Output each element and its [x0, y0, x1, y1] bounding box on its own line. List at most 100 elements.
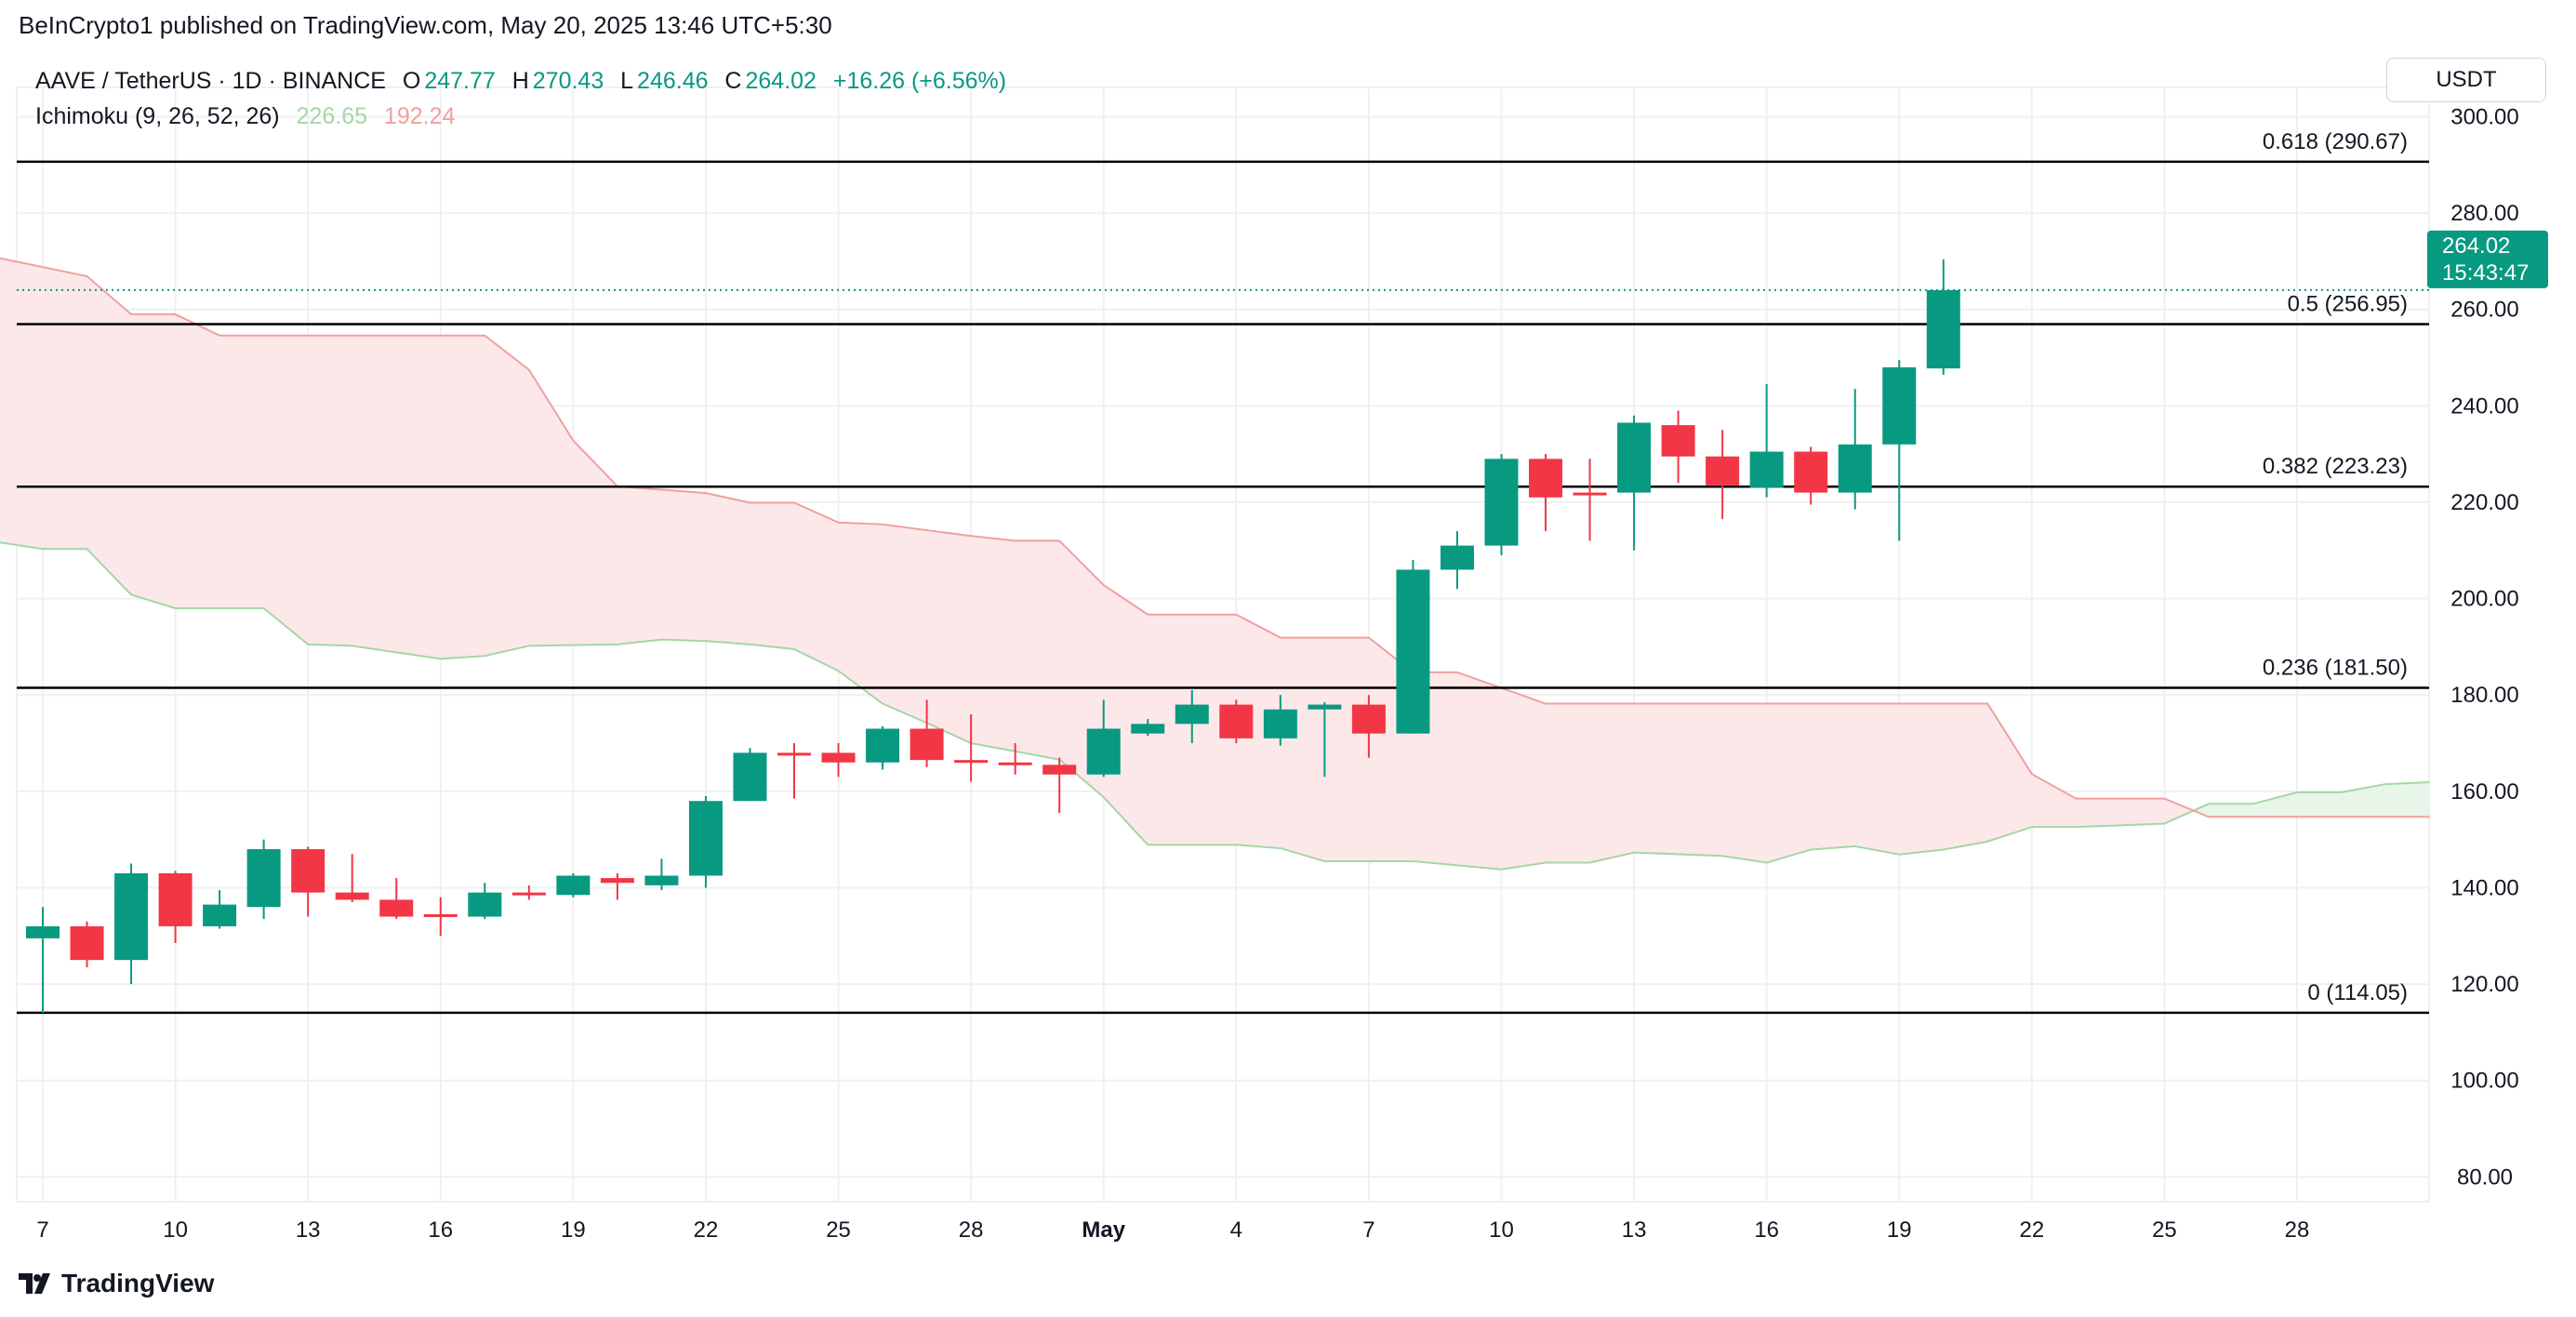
candle-body — [291, 849, 325, 893]
candle — [203, 890, 237, 929]
cloud-fill-segment — [186, 319, 198, 609]
cloud-fill-segment — [1456, 672, 1469, 867]
cloud-fill-segment — [2153, 798, 2165, 825]
cloud-fill-segment — [1103, 584, 1115, 810]
symbol-title[interactable]: AAVE / TetherUS · 1D · BINANCE — [35, 68, 386, 94]
time-tick-label: 16 — [428, 1217, 453, 1243]
cloud-fill-segment — [241, 335, 254, 609]
cloud-fill-segment — [1655, 703, 1668, 855]
cloud-fill-segment — [329, 335, 342, 646]
time-tick-label: 7 — [1362, 1217, 1374, 1243]
price-axis: 80.00 100.00 120.00 140.00 160.00 180.00 200.0… — [2450, 105, 2518, 1191]
candle-body — [821, 752, 856, 763]
cloud-fill-segment — [793, 502, 806, 656]
cloud-fill-segment — [1490, 684, 1502, 871]
cloud-fill-segment — [175, 313, 187, 609]
time-tick-label: 13 — [1622, 1217, 1647, 1243]
candle-body — [1484, 459, 1519, 546]
cloud-fill-segment — [2108, 798, 2121, 827]
currency-button[interactable]: USDT — [2386, 58, 2546, 102]
cloud-fill-segment — [1733, 703, 1746, 860]
cloud-fill-segment — [506, 352, 519, 652]
candle-body — [335, 892, 369, 900]
cloud-fill-segment — [1479, 679, 1491, 870]
plot-border — [16, 86, 2430, 1203]
cloud-fill-segment — [926, 529, 938, 729]
cloud-fill-segment — [1744, 703, 1757, 862]
published-note: BeInCrypto1 published on TradingView.com… — [19, 11, 832, 39]
price-tick-label: 200.00 — [2450, 587, 2518, 612]
candle-body — [246, 849, 281, 908]
candle-body — [1086, 728, 1121, 775]
cloud-fill-segment — [363, 335, 375, 650]
cloud-fill-segment — [2418, 781, 2430, 818]
chart-legend: AAVE / TetherUS · 1D · BINANCE O 247.77 H… — [35, 63, 1010, 134]
logo-text: TradingView — [61, 1269, 215, 1297]
cloud-fill-segment — [528, 368, 541, 646]
candle-body — [777, 752, 812, 756]
cloud-fill-segment — [495, 343, 508, 654]
cloud-fill-segment — [385, 335, 397, 653]
cloud-fill-segment — [1324, 637, 1336, 862]
cloud-fill-segment — [1689, 703, 1701, 856]
candle-body — [1617, 422, 1652, 493]
cloud-fill-segment — [915, 528, 927, 724]
cloud-fill-segment — [219, 335, 232, 609]
candle — [1573, 459, 1607, 541]
cloud-fill-segment — [1644, 703, 1657, 854]
cloud-fill-segment — [1280, 637, 1293, 852]
candle — [114, 863, 149, 985]
cloud-fill-segment — [1501, 687, 1513, 871]
cloud-fill-segment — [683, 490, 696, 642]
close-value: 264.02 — [745, 68, 817, 94]
cloud-fill-segment — [141, 313, 154, 603]
price-tick-label: 140.00 — [2450, 875, 2518, 900]
cloud-fill-segment — [1357, 637, 1370, 862]
cloud-fill-segment — [2042, 779, 2054, 828]
cloud-fill-segment — [573, 439, 585, 645]
indicator-title[interactable]: Ichimoku (9, 26, 52, 26) — [35, 103, 280, 129]
countdown-text: 15:43:47 — [2442, 260, 2529, 286]
cloud-fill-segment — [2396, 782, 2409, 818]
candle-body — [114, 872, 149, 961]
candle — [158, 871, 193, 944]
time-tick-label: 19 — [1887, 1217, 1912, 1243]
cloud-fill-segment — [406, 335, 419, 657]
candle-body — [910, 728, 944, 761]
time-tick-label: 22 — [2019, 1217, 2044, 1243]
cloud-fill-segment — [992, 538, 1005, 750]
candle — [1926, 259, 1960, 375]
cloud-fill-segment — [594, 462, 607, 645]
cloud-fill-segment — [727, 497, 739, 645]
cloud-fill-segment — [2296, 792, 2309, 818]
candle-body — [954, 760, 989, 764]
candle — [379, 878, 414, 920]
candle — [1308, 701, 1342, 778]
cloud-fill-segment — [2142, 798, 2154, 825]
span-b-line — [0, 257, 2430, 818]
time-tick-label: 10 — [1489, 1217, 1514, 1243]
last-price-box — [2427, 230, 2548, 288]
candle — [910, 699, 944, 767]
cloud-fill-segment — [1015, 540, 1027, 754]
candle — [1706, 430, 1740, 520]
ichimoku-cloud — [0, 257, 2430, 871]
candle-body — [468, 892, 502, 917]
time-tick-label: 28 — [959, 1217, 984, 1243]
cloud-fill-segment — [2373, 783, 2386, 818]
cloud-fill-segment — [1965, 703, 1977, 846]
symbol-row: AAVE / TetherUS · 1D · BINANCE O 247.77 H… — [35, 63, 1010, 99]
low-value: 246.46 — [637, 68, 709, 94]
cloud-fill-segment — [1334, 637, 1348, 862]
cloud-fill-segment — [64, 271, 76, 550]
price-tick-label: 260.00 — [2450, 298, 2518, 323]
cloud-fill-segment — [1545, 703, 1558, 863]
open-value: 247.77 — [424, 68, 496, 94]
candle-body — [866, 728, 900, 763]
cloud-fill-segment — [153, 313, 166, 605]
cloud-fill-segment — [771, 502, 784, 649]
cloud-fill-segment — [119, 304, 132, 596]
tradingview-logo[interactable]: TradingView — [19, 1269, 214, 1298]
cloud-fill-segment — [418, 335, 431, 658]
